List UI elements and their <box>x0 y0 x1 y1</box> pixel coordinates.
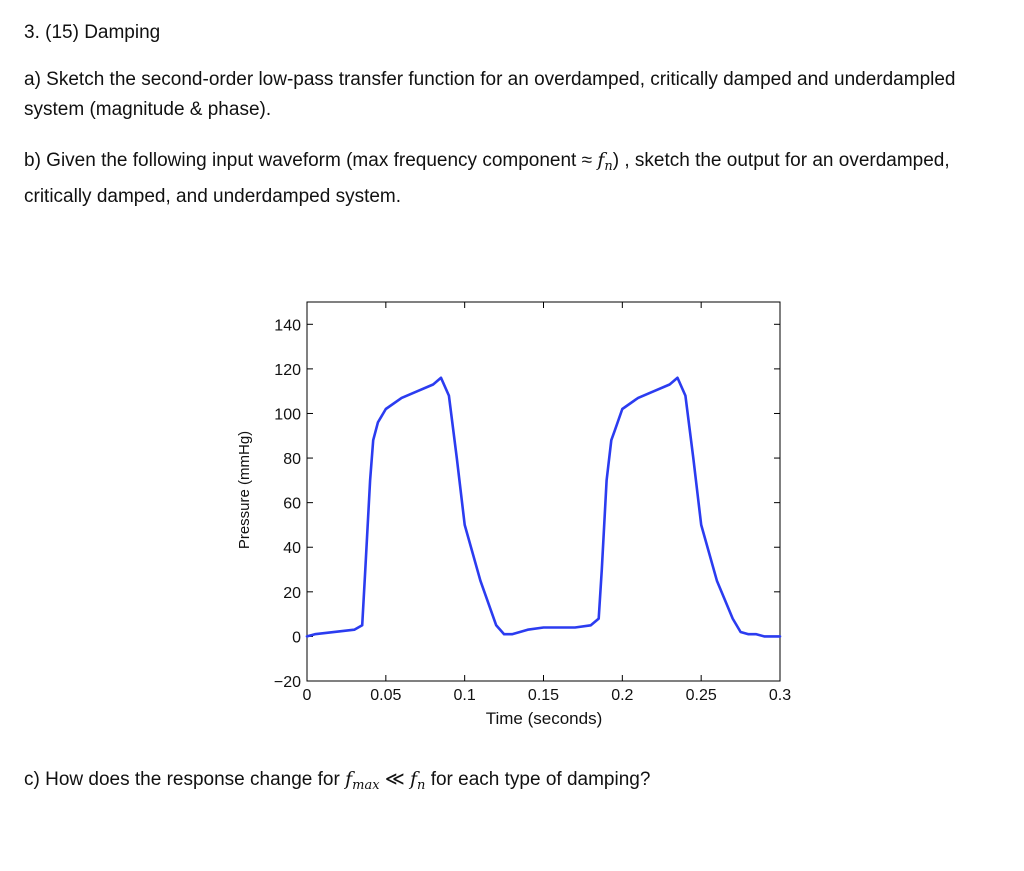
part-b-fn-symbol: f <box>597 149 605 171</box>
part-b-text-before: b) Given the following input waveform (m… <box>24 150 598 171</box>
y-tick-label: 40 <box>283 540 301 557</box>
part-c-fn-subscript: n <box>417 778 426 793</box>
x-axis-label: Time (seconds) <box>486 709 603 728</box>
x-tick-label: 0.05 <box>370 687 401 704</box>
plot-frame <box>306 301 781 682</box>
part-c-fmax-subscript: max <box>352 778 380 793</box>
x-tick-label: 0.15 <box>528 687 559 704</box>
y-tick-label: 100 <box>274 406 301 423</box>
part-c-text: c) How does the response change for fmax… <box>24 764 999 801</box>
part-b-text-after: ) , sketch the output for an overdamped,… <box>24 150 950 207</box>
y-tick-label: 120 <box>274 362 301 379</box>
part-b-text: b) Given the following input waveform (m… <box>24 145 999 212</box>
y-tick-label: 20 <box>283 585 301 602</box>
part-c-fmax-symbol: f <box>345 768 353 790</box>
question-title: 3. (15) Damping <box>24 22 161 43</box>
y-tick-label: −20 <box>274 674 301 691</box>
y-tick-label: 0 <box>292 629 301 646</box>
y-tick-label: 140 <box>274 317 301 334</box>
part-a-text: a) Sketch the second-order low-pass tran… <box>24 69 956 120</box>
y-tick-label: 60 <box>283 496 301 513</box>
x-tick-label: 0.25 <box>686 687 717 704</box>
x-tick-label: 0 <box>303 687 312 704</box>
x-tick-label: 0.3 <box>769 687 791 704</box>
part-b-fn-subscript: n <box>604 159 613 174</box>
part-c-text-before: c) How does the response change for <box>24 769 346 790</box>
x-tick-label: 0.1 <box>454 687 476 704</box>
part-c-text-after: for each type of damping? <box>425 769 651 790</box>
part-c-fn-symbol: f <box>410 768 418 790</box>
part-c-relation: ≪ <box>379 769 410 790</box>
pressure-series-line <box>305 376 782 638</box>
x-tick-label: 0.2 <box>611 687 633 704</box>
y-axis-label: Pressure (mmHg) <box>236 431 253 549</box>
y-tick-label: 80 <box>283 451 301 468</box>
